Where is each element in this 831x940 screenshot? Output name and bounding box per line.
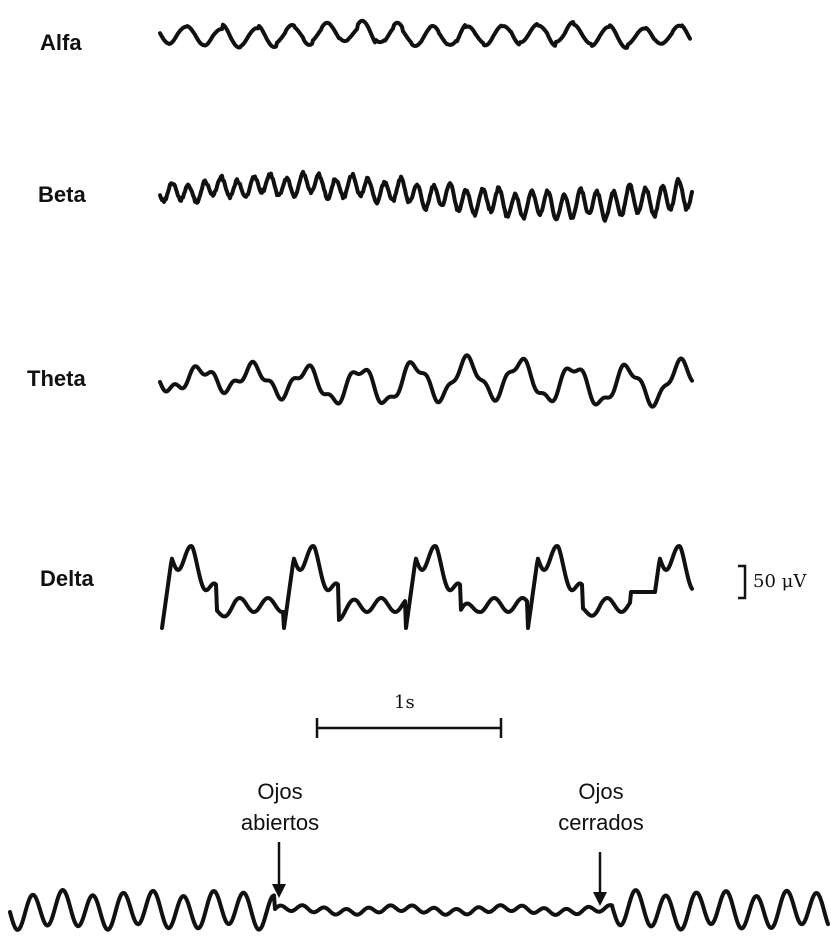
band-label-delta: Delta xyxy=(40,566,94,591)
voltage-scale-bracket xyxy=(738,564,747,600)
voltage-scale-label: 50 μV xyxy=(753,571,807,592)
eyes-open-label-line2: abiertos xyxy=(240,810,320,835)
theta-trace xyxy=(158,353,694,409)
band-label-theta: Theta xyxy=(27,366,86,391)
eyes-transition-trace xyxy=(8,888,830,932)
band-label-alfa: Alfa xyxy=(40,30,82,55)
time-scale-bar xyxy=(315,718,503,738)
delta-trace xyxy=(160,544,694,630)
alfa-trace xyxy=(158,18,692,50)
eyes-open-arrow xyxy=(272,842,286,898)
eyes-closed-label-line2: cerrados xyxy=(558,810,644,835)
eyes-open-label: Ojos abiertos xyxy=(218,776,342,838)
time-scale-label: 1s xyxy=(394,692,415,713)
eyes-open-label-line1: Ojos xyxy=(257,779,303,804)
eyes-closed-label-line1: Ojos xyxy=(578,779,624,804)
eyes-closed-label: Ojos cerrados xyxy=(536,776,666,838)
eyes-closed-arrow xyxy=(593,852,607,906)
beta-trace xyxy=(158,169,694,223)
band-label-beta: Beta xyxy=(38,182,86,207)
